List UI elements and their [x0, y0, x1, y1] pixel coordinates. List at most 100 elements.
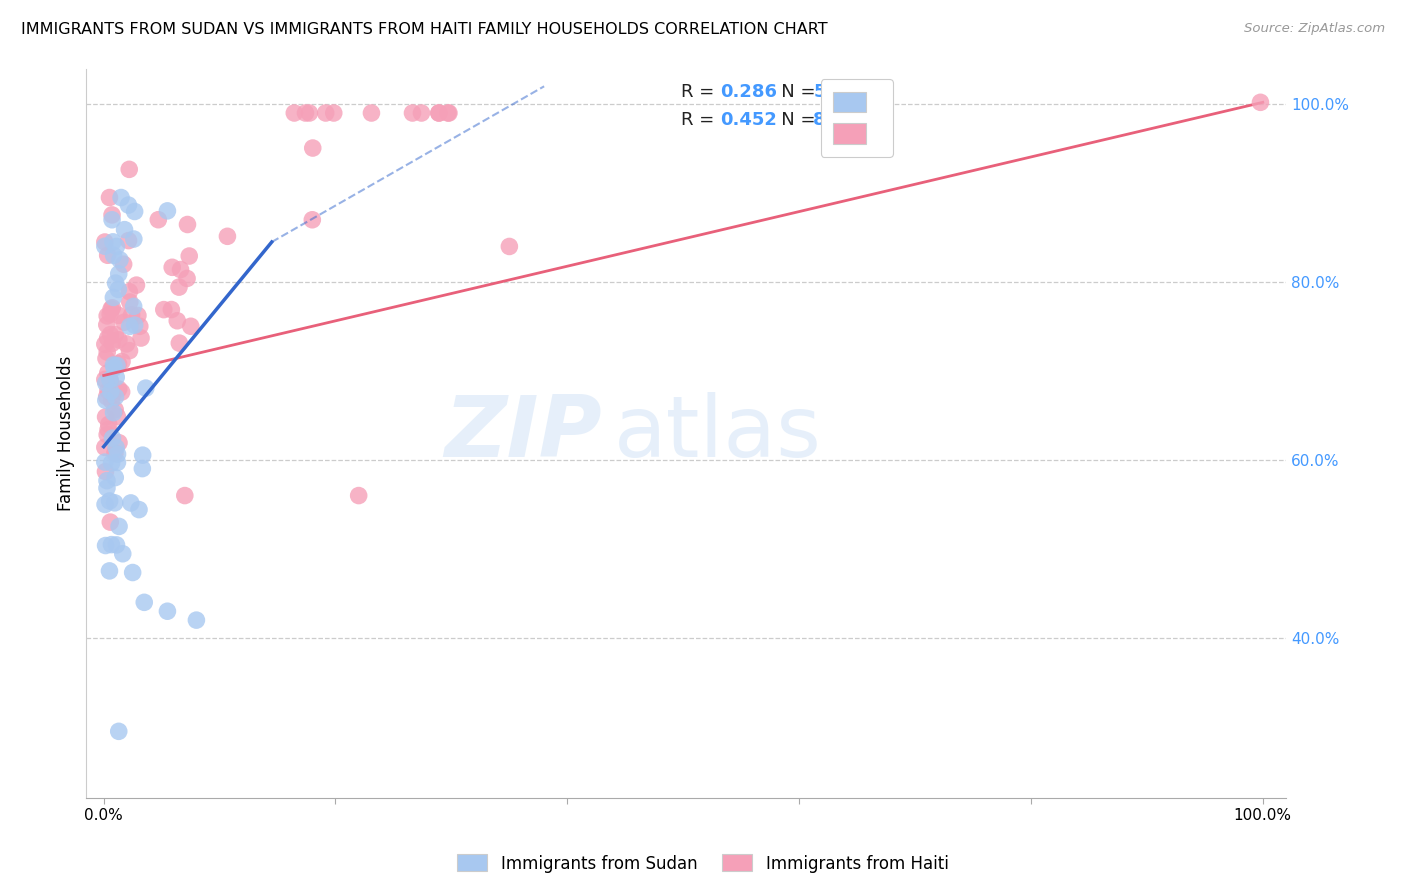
- Point: [107, 267, 129, 281]
- Point: [360, 106, 382, 120]
- Point: [114, 222, 136, 236]
- Text: N =: N =: [763, 111, 821, 128]
- Point: [97, 384, 120, 398]
- Point: [107, 455, 129, 469]
- Point: [103, 358, 125, 372]
- Point: [98, 190, 121, 204]
- Text: 57: 57: [813, 83, 838, 101]
- Point: [411, 106, 433, 120]
- Point: [105, 239, 128, 253]
- Point: [498, 239, 520, 253]
- Point: [98, 307, 121, 321]
- Point: [401, 106, 423, 120]
- Point: [94, 393, 117, 408]
- Point: [98, 374, 121, 388]
- Point: [169, 262, 191, 277]
- Text: Source: ZipAtlas.com: Source: ZipAtlas.com: [1244, 22, 1385, 36]
- Point: [122, 299, 145, 313]
- Point: [427, 106, 450, 120]
- Point: [105, 538, 128, 552]
- Point: [94, 465, 117, 479]
- Point: [118, 343, 141, 358]
- Point: [437, 106, 460, 120]
- Text: R =: R =: [682, 83, 720, 101]
- Point: [118, 285, 141, 299]
- Point: [108, 333, 131, 347]
- Point: [107, 309, 129, 323]
- Point: [108, 252, 131, 267]
- Point: [122, 232, 145, 246]
- Point: [148, 212, 170, 227]
- Point: [97, 331, 120, 345]
- Point: [298, 106, 321, 120]
- Point: [94, 372, 117, 386]
- Point: [98, 373, 121, 387]
- Point: [108, 435, 131, 450]
- Point: [118, 295, 141, 310]
- Point: [101, 389, 124, 403]
- Point: [94, 337, 117, 351]
- Point: [105, 370, 128, 384]
- Point: [173, 489, 195, 503]
- Point: [94, 351, 117, 366]
- Point: [128, 319, 150, 334]
- Point: [104, 327, 127, 342]
- Point: [103, 406, 125, 420]
- Point: [179, 249, 201, 263]
- Text: ZIP: ZIP: [444, 392, 602, 475]
- Point: [96, 481, 118, 495]
- Y-axis label: Family Households: Family Households: [58, 356, 75, 511]
- Point: [94, 539, 117, 553]
- Point: [98, 327, 121, 342]
- Point: [427, 106, 450, 120]
- Point: [94, 409, 117, 424]
- Point: [127, 309, 149, 323]
- Point: [107, 282, 129, 296]
- Point: [97, 417, 120, 432]
- Point: [105, 409, 128, 424]
- Point: [167, 280, 190, 294]
- Point: [156, 203, 179, 218]
- Text: 0.286: 0.286: [720, 83, 776, 101]
- Point: [96, 345, 118, 359]
- Point: [96, 427, 118, 442]
- Point: [101, 208, 124, 222]
- Point: [111, 547, 134, 561]
- Point: [176, 218, 198, 232]
- Point: [111, 354, 134, 368]
- Point: [169, 336, 191, 351]
- Point: [217, 229, 239, 244]
- Point: [101, 212, 124, 227]
- Point: [301, 212, 323, 227]
- Point: [101, 235, 124, 249]
- Point: [101, 336, 124, 351]
- Point: [108, 519, 131, 533]
- Point: [94, 498, 117, 512]
- Point: [104, 446, 127, 460]
- Text: R =: R =: [682, 111, 720, 128]
- Point: [94, 455, 117, 469]
- Text: 83: 83: [813, 111, 838, 128]
- Point: [104, 496, 127, 510]
- Point: [97, 423, 120, 437]
- Point: [100, 456, 122, 470]
- Point: [103, 290, 125, 304]
- Point: [107, 382, 129, 396]
- Point: [100, 384, 122, 399]
- Point: [160, 302, 183, 317]
- Point: [103, 248, 125, 262]
- Point: [131, 448, 153, 462]
- Text: N =: N =: [763, 83, 821, 101]
- Point: [98, 494, 121, 508]
- Point: [437, 106, 460, 120]
- Point: [96, 309, 118, 323]
- Point: [100, 301, 122, 316]
- Legend: Immigrants from Sudan, Immigrants from Haiti: Immigrants from Sudan, Immigrants from H…: [451, 847, 955, 880]
- Point: [121, 308, 143, 322]
- Point: [96, 474, 118, 488]
- Point: [96, 390, 118, 404]
- Point: [104, 390, 127, 404]
- Point: [103, 360, 125, 375]
- Point: [101, 431, 124, 445]
- Point: [129, 331, 152, 345]
